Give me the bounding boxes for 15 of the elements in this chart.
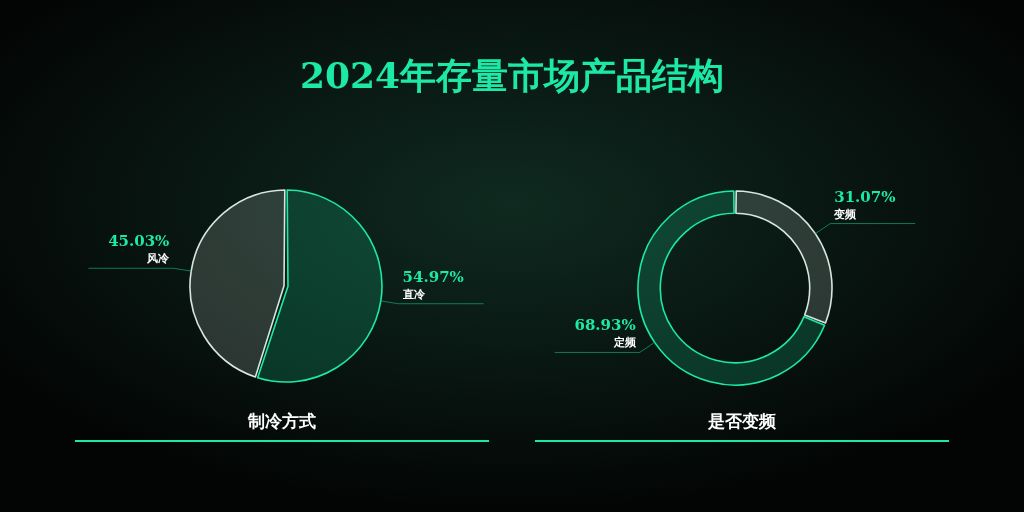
- data-label: 45.03%: [108, 232, 170, 251]
- data-label: 54.97%: [402, 267, 464, 286]
- text: 制冷方式: [247, 411, 316, 431]
- pie-slice: [189, 189, 286, 378]
- slice-label: 直冷: [401, 287, 426, 301]
- data-label: 68.93%: [574, 316, 636, 335]
- pie-slice: [256, 189, 383, 383]
- donut-slice: [735, 190, 833, 324]
- slice-label: 定频: [612, 336, 637, 350]
- text: 是否变频: [707, 411, 777, 431]
- donut-slice: [637, 190, 826, 386]
- data-label: 31.07%: [834, 187, 896, 206]
- slice-label: 变频: [833, 207, 858, 221]
- text: 2024年存量市场产品结构: [299, 54, 725, 96]
- slice-label: 风冷: [146, 252, 171, 266]
